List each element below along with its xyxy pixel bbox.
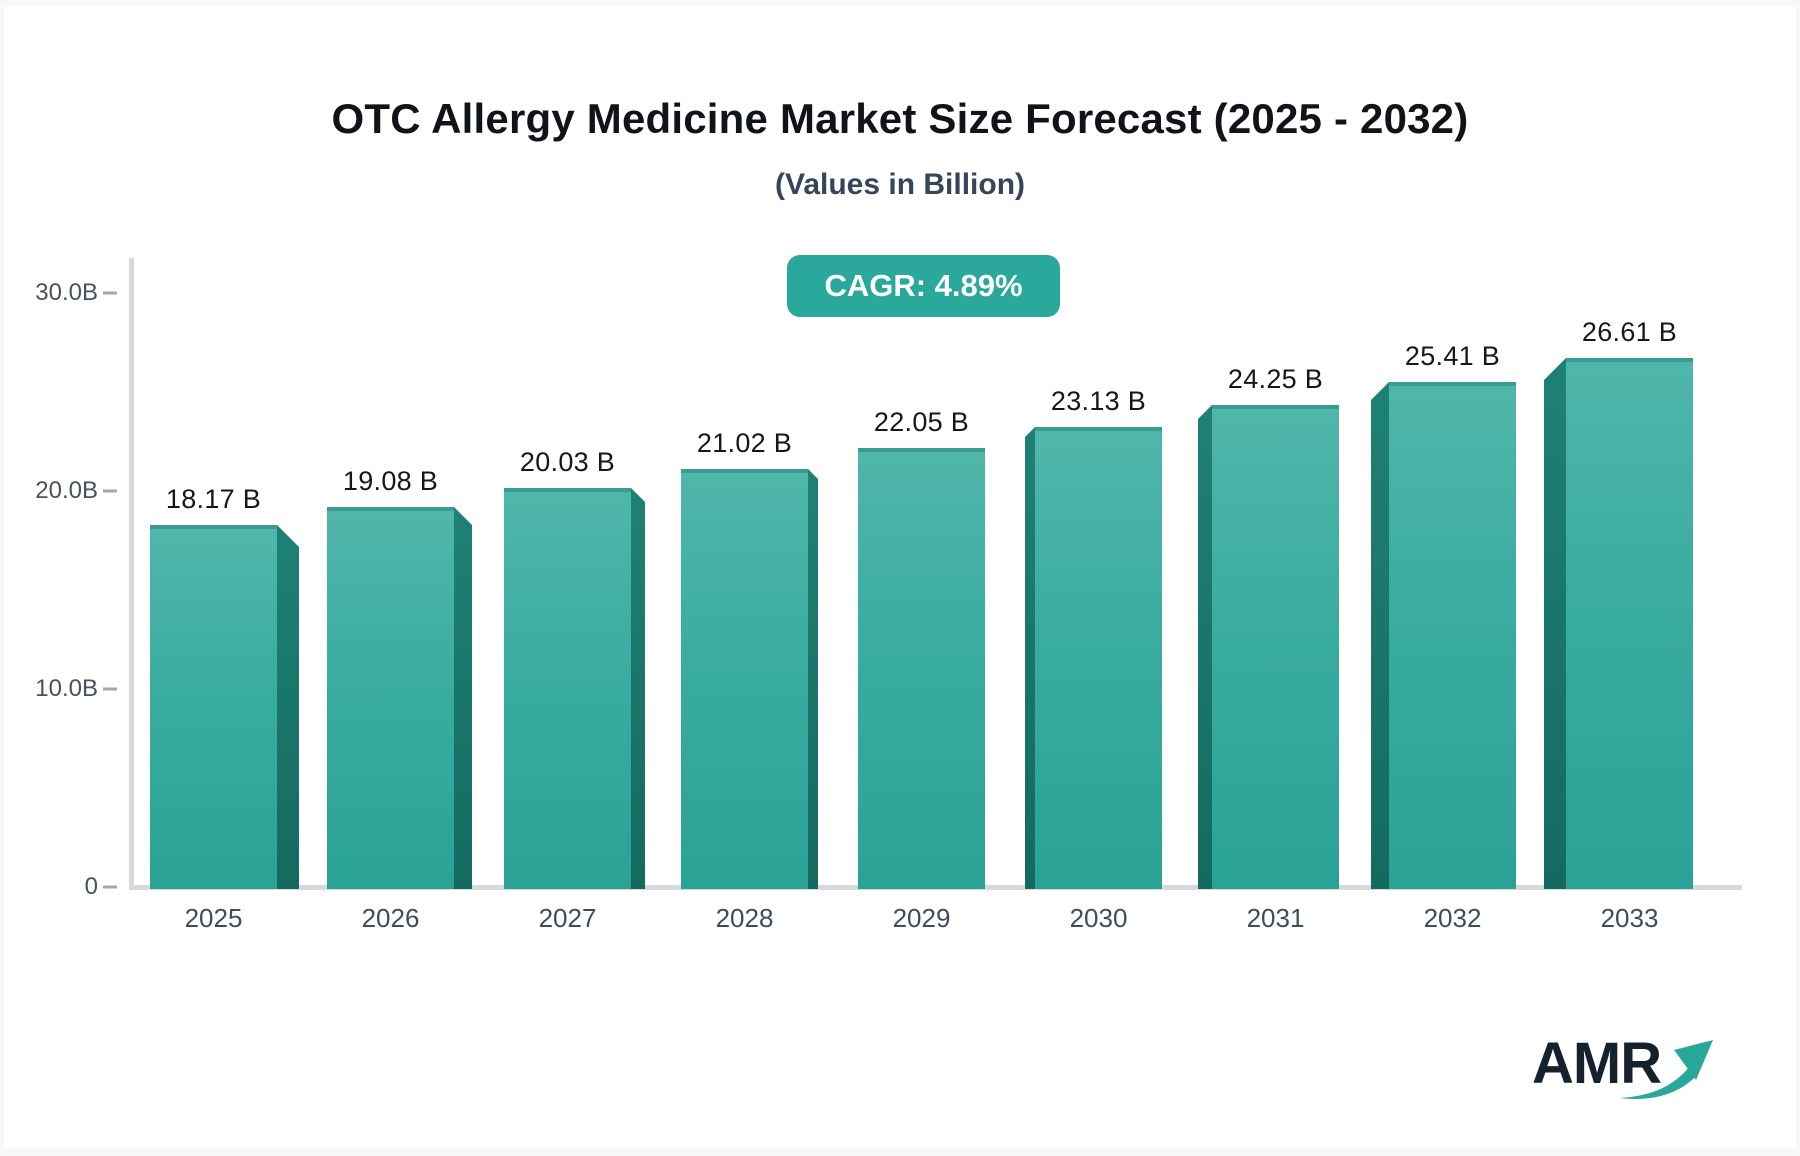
y-tick-label-30.0B: 30.0B xyxy=(35,279,98,306)
chart-title: OTC Allergy Medicine Market Size Forecas… xyxy=(331,95,1469,142)
bar-side-face-2031 xyxy=(1198,405,1212,889)
x-axis-label-2030: 2030 xyxy=(1069,903,1128,933)
y-tick-mark xyxy=(103,885,117,889)
amr-logo: AMR xyxy=(1532,1030,1722,1110)
x-axis-label-2027: 2027 xyxy=(538,903,597,933)
y-tick-label-20.0B: 20.0B xyxy=(35,477,98,504)
y-tick-label-0: 0 xyxy=(84,873,98,900)
y-tick-label-10.0B: 10.0B xyxy=(35,675,98,702)
bar-value-label-2029: 22.05 B xyxy=(873,407,970,437)
bar-2031[interactable] xyxy=(1212,405,1339,889)
x-axis-label-2032: 2032 xyxy=(1423,903,1482,933)
bar-2033[interactable] xyxy=(1566,358,1693,889)
y-axis-line xyxy=(129,258,134,888)
bar-value-label-2026: 19.08 B xyxy=(342,466,439,496)
bar-value-label-2031: 24.25 B xyxy=(1227,364,1324,394)
x-axis-label-2025: 2025 xyxy=(184,903,243,933)
bar-side-face-2028 xyxy=(808,469,818,889)
bar-2028[interactable] xyxy=(681,469,808,889)
bar-side-face-2026 xyxy=(454,507,472,889)
bar-side-face-2033 xyxy=(1544,358,1566,889)
bar-2029[interactable] xyxy=(858,448,985,889)
amr-logo-text: AMR xyxy=(1532,1031,1662,1096)
trend-up-arrow-icon xyxy=(1620,1040,1713,1099)
bar-value-label-2027: 20.03 B xyxy=(519,447,616,477)
y-tick-mark xyxy=(103,687,117,691)
bar-value-label-2025: 18.17 B xyxy=(165,484,262,514)
y-tick-mark xyxy=(103,489,117,493)
x-axis-label-2029: 2029 xyxy=(892,903,951,933)
bar-2026[interactable] xyxy=(327,507,454,889)
bar-value-label-2030: 23.13 B xyxy=(1050,386,1147,416)
y-tick-mark xyxy=(103,291,117,295)
x-axis-label-2026: 2026 xyxy=(361,903,420,933)
bar-2030[interactable] xyxy=(1035,427,1162,889)
bar-2032[interactable] xyxy=(1389,382,1516,889)
x-axis-label-2031: 2031 xyxy=(1246,903,1305,933)
bar-side-face-2030 xyxy=(1025,427,1035,889)
cagr-badge: CAGR: 4.89% xyxy=(787,255,1060,317)
x-axis-label-2033: 2033 xyxy=(1600,903,1659,933)
bar-value-label-2028: 21.02 B xyxy=(696,428,793,458)
cagr-badge-label: CAGR: 4.89% xyxy=(824,268,1023,303)
x-axis-label-2028: 2028 xyxy=(715,903,774,933)
bar-2025[interactable] xyxy=(150,525,277,889)
bar-value-label-2032: 25.41 B xyxy=(1404,341,1501,371)
chart-subtitle: (Values in Billion) xyxy=(774,168,1026,201)
bar-side-face-2025 xyxy=(277,525,299,889)
bar-side-face-2027 xyxy=(631,488,645,889)
bar-value-label-2033: 26.61 B xyxy=(1581,317,1678,347)
bar-side-face-2032 xyxy=(1371,382,1389,889)
bar-2027[interactable] xyxy=(504,488,631,889)
